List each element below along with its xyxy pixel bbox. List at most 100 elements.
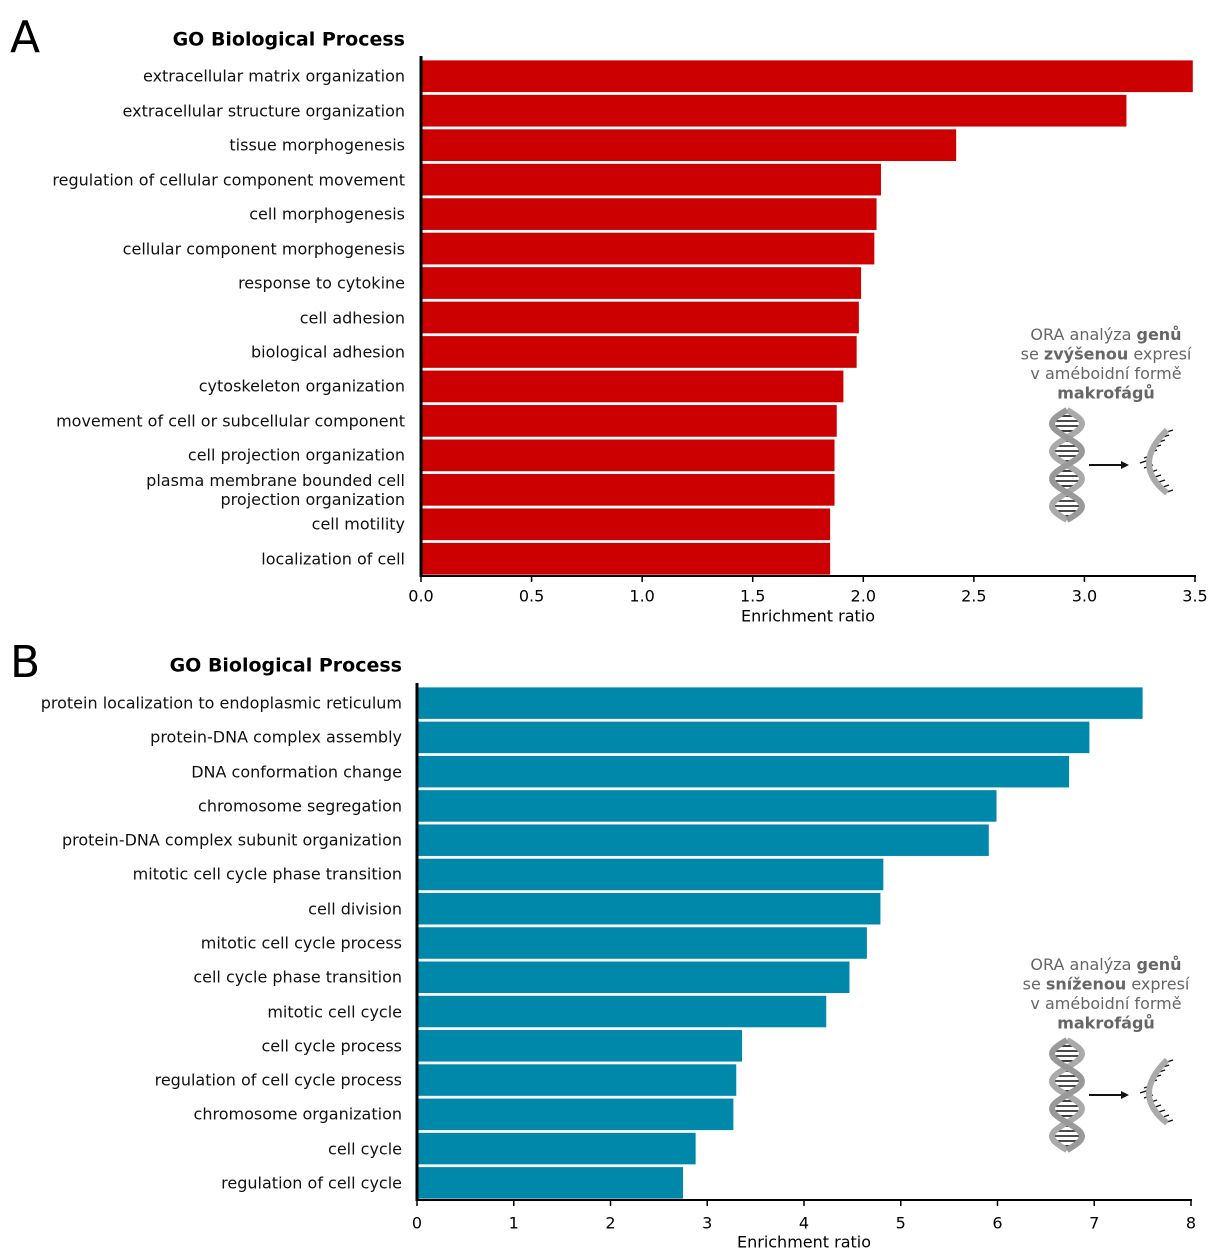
category-label: protein-DNA complex assembly	[22, 728, 402, 747]
bar	[417, 996, 826, 1028]
chart-title: GO Biological Process	[170, 655, 402, 677]
x-tick-label: 0.0	[408, 587, 433, 606]
page: A GO Biological Process 0.0 0.5 1.0 1.5 2.0 2.5…	[0, 0, 1209, 1250]
x-tick-label: 2.5	[961, 587, 986, 606]
bar	[417, 722, 1089, 754]
annotation-part: zvýšenou	[1044, 344, 1128, 363]
annotation: ORA analýza genů	[1030, 955, 1181, 974]
x-axis-label: Enrichment ratio	[741, 607, 875, 626]
bar	[417, 927, 867, 959]
annotation-part: expresí	[1131, 974, 1190, 993]
bar	[421, 60, 1193, 92]
panel-letter: A	[10, 12, 40, 63]
category-label: movement of cell or subcellular componen…	[25, 411, 405, 430]
bar	[421, 95, 1126, 127]
bar	[421, 302, 859, 334]
x-tick-label: 6	[992, 1214, 1002, 1233]
bar	[421, 440, 835, 472]
category-label: cell division	[22, 899, 402, 918]
bar	[421, 371, 843, 403]
bar	[421, 543, 830, 575]
bar	[417, 687, 1143, 719]
bar	[417, 893, 880, 925]
annotation-part: ORA analýza	[1030, 325, 1131, 344]
x-tick-label: 5	[896, 1214, 906, 1233]
x-tick-label: 2	[605, 1214, 615, 1233]
category-label: cell cycle phase transition	[22, 968, 402, 987]
rna-strand	[1149, 1060, 1167, 1123]
x-tick-label: 0.5	[519, 587, 544, 606]
category-label: plasma membrane bounded cell projection …	[25, 471, 405, 509]
x-tick-label: 0	[412, 1214, 422, 1233]
bar	[421, 474, 835, 506]
bar	[421, 405, 837, 437]
annotation-part: ORA analýza	[1030, 955, 1131, 974]
x-tick-label: 1.5	[740, 587, 765, 606]
x-tick-label: 3	[702, 1214, 712, 1233]
x-tick-label: 3.0	[1072, 587, 1097, 606]
annotation-part: se	[1021, 344, 1039, 363]
category-label: extracellular matrix organization	[25, 67, 405, 86]
annotation-part: makrofágů	[1057, 383, 1155, 402]
bar	[417, 1099, 733, 1131]
category-label: cell adhesion	[25, 308, 405, 327]
category-label: cell cycle process	[22, 1036, 402, 1055]
bar	[417, 859, 883, 891]
annotation-part: genů	[1136, 955, 1181, 974]
category-label: regulation of cellular component movemen…	[25, 170, 405, 189]
annotation: ORA analýza genů	[1030, 325, 1181, 344]
category-label: cell motility	[25, 515, 405, 534]
bar	[417, 756, 1069, 788]
x-tick-label: 4	[799, 1214, 809, 1233]
bar	[421, 508, 830, 540]
category-label: cell morphogenesis	[25, 205, 405, 224]
category-label: extracellular structure organization	[25, 101, 405, 120]
category-label: biological adhesion	[25, 342, 405, 361]
arrow-head	[1121, 1091, 1129, 1099]
x-tick-label: 3.5	[1182, 587, 1207, 606]
category-label: regulation of cell cycle process	[22, 1071, 402, 1090]
bar	[421, 198, 877, 230]
annotation-part: v améboidní formě	[1030, 994, 1181, 1013]
category-label: chromosome segregation	[22, 796, 402, 815]
x-tick-label: 1.0	[629, 587, 654, 606]
category-label: DNA conformation change	[22, 762, 402, 781]
category-label: regulation of cell cycle	[22, 1173, 402, 1192]
bar	[417, 1133, 696, 1165]
annotation: v améboidní formě	[1030, 994, 1181, 1013]
bar	[421, 267, 861, 299]
category-label: cell cycle	[22, 1139, 402, 1158]
category-label: chromosome organization	[22, 1105, 402, 1124]
annotation: makrofágů	[1057, 1013, 1155, 1032]
annotation-part: sníženou	[1046, 974, 1126, 993]
annotation-part: v améboidní formě	[1030, 364, 1181, 383]
x-tick-label: 2.0	[851, 587, 876, 606]
bar	[417, 1064, 736, 1096]
category-label: response to cytokine	[25, 274, 405, 293]
panel-letter: B	[10, 637, 40, 688]
annotation: se zvýšenou expresí	[1021, 344, 1192, 363]
category-label: localization of cell	[25, 549, 405, 568]
x-axis-label: Enrichment ratio	[737, 1233, 871, 1250]
category-label: cell projection organization	[25, 446, 405, 465]
annotation-part: makrofágů	[1057, 1013, 1155, 1032]
category-label: tissue morphogenesis	[25, 136, 405, 155]
rna-strand	[1149, 430, 1167, 493]
x-tick-label: 1	[509, 1214, 519, 1233]
category-label: protein-DNA complex subunit organization	[22, 831, 402, 850]
arrow-head	[1121, 461, 1129, 469]
x-tick-label: 8	[1186, 1214, 1196, 1233]
bar	[417, 1030, 742, 1062]
category-label: mitotic cell cycle phase transition	[22, 865, 402, 884]
bar	[421, 164, 881, 196]
annotation-part: expresí	[1133, 344, 1192, 363]
x-tick-label: 7	[1089, 1214, 1099, 1233]
annotation: se sníženou expresí	[1023, 974, 1190, 993]
bar	[421, 336, 857, 368]
category-label: cellular component morphogenesis	[25, 239, 405, 258]
annotation: makrofágů	[1057, 383, 1155, 402]
chart-title: GO Biological Process	[173, 29, 405, 51]
category-label: cytoskeleton organization	[25, 377, 405, 396]
annotation-part: genů	[1136, 325, 1181, 344]
bar	[417, 824, 989, 856]
